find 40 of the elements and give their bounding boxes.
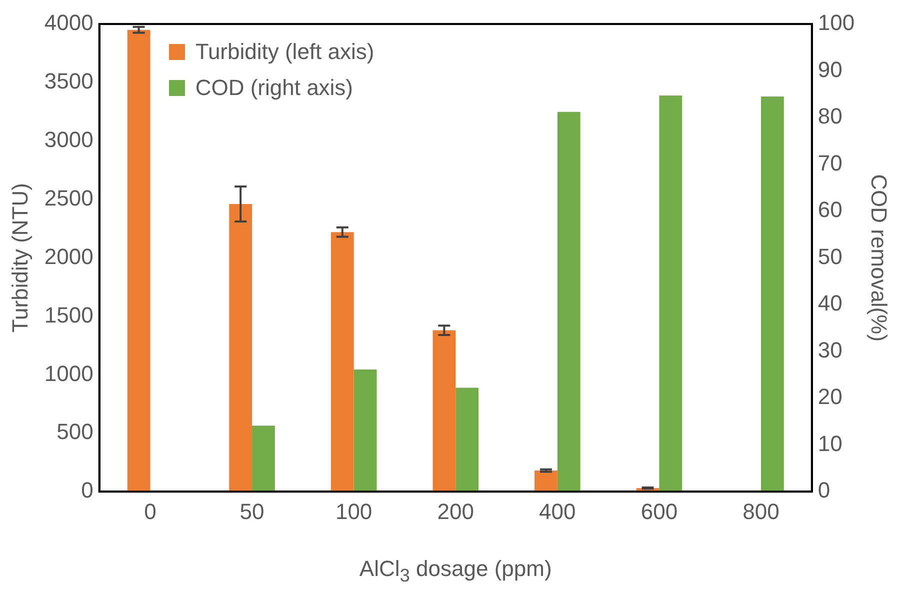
y-tick-label: 4000 [44,10,94,36]
bar [557,112,580,492]
legend-label: COD (right axis) [195,75,354,101]
y2-tick-label: 50 [818,244,842,269]
y2-tick-label: 30 [818,337,842,362]
bar [761,96,784,492]
y-tick-label: 3000 [44,126,94,152]
y-tick-label: 500 [56,419,94,444]
legend-label: Turbidity (left axis) [195,39,374,65]
x-tick-label: 50 [240,498,264,524]
bar [127,30,150,492]
y-tick-label: 1000 [44,360,94,386]
x-axis-title: AlCl$_{3}$ dosage (ppm) [358,556,553,586]
bar [229,204,252,492]
bar [534,470,558,492]
y2-tick-label: 90 [818,56,842,82]
y2-tick-label: 10 [818,430,842,456]
y2-tick-label: 60 [818,197,842,222]
y-tick-label: 0 [81,478,94,503]
y2-axis-title: COD removal(%) [866,174,892,342]
y-axis-title: Turbidity (NTU) [7,183,32,333]
x-tick-label: 400 [539,498,576,524]
y2-tick-label: 40 [818,290,842,316]
y-tick-label: 2000 [44,244,94,269]
y2-tick-label: 0 [818,478,830,503]
y-tick-label: 3500 [44,68,94,94]
y-tick-label: 1500 [44,302,94,328]
x-tick-label: 800 [742,498,780,524]
bar [659,96,682,492]
y2-tick-label: 70 [818,150,842,176]
y2-tick-label: 100 [818,10,855,36]
x-tick-label: 100 [335,498,372,524]
y-tick-label: 2500 [44,185,94,210]
bar [330,232,354,492]
x-tick-label: 600 [640,498,678,524]
x-tick-label: 200 [437,498,474,524]
x-tick-label: 0 [144,498,156,524]
y2-tick-label: 20 [818,384,842,410]
bar [252,426,275,492]
y2-tick-label: 80 [818,104,842,129]
